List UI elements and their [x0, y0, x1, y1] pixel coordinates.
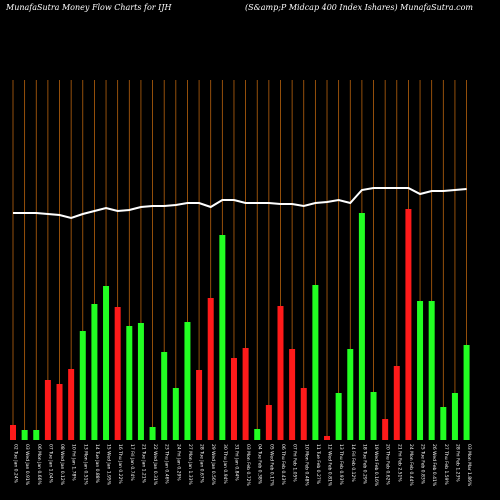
bar [254, 429, 261, 440]
bar [44, 380, 51, 440]
x-tick-label: 28 Tue Jan 0.67% [199, 444, 205, 484]
x-tick-label: 30 Thu Jan 0.94% [222, 444, 228, 484]
bar [335, 393, 342, 440]
x-tick-label: 07 Fri Feb 1.05% [292, 444, 298, 482]
x-tick-label: 27 Mon Jan 1.33% [187, 444, 193, 485]
bar [242, 348, 249, 440]
x-tick-label: 31 Fri Jan 0.84% [233, 444, 239, 481]
bar [10, 425, 16, 440]
x-tick-label: 14 Tue Jan 0.88% [94, 444, 100, 484]
bar [172, 388, 179, 440]
x-tick-label: 12 Wed Feb 0.81% [327, 444, 333, 487]
x-tick-label: 10 Fri Jan 1.78% [71, 444, 77, 481]
bar [347, 349, 354, 440]
bar [184, 322, 191, 440]
bar [126, 326, 133, 440]
bar [370, 392, 377, 440]
bar [149, 427, 156, 440]
x-tick-label: 24 Mon Feb 0.44% [408, 444, 414, 486]
bar [230, 358, 237, 440]
x-tick-label: 03 Mon Feb 0.72% [245, 444, 251, 486]
chart-title: MunafaSutra Money Flow Charts for IJH [5, 3, 172, 12]
x-tick-label: 20 Thu Feb 0.62% [385, 444, 391, 485]
bar [33, 430, 40, 440]
bar [161, 352, 168, 440]
bar [56, 384, 63, 440]
money-flow-line [13, 187, 467, 220]
x-tick-label: 24 Fri Jan 0.29% [175, 444, 181, 481]
bar [463, 345, 470, 440]
x-tick-label: 04 Tue Feb 0.38% [257, 444, 263, 485]
x-tick-label: 13 Thu Feb 0.93% [338, 444, 344, 485]
x-tick-label: 08 Wed Jan 0.12% [59, 444, 65, 486]
x-tick-label: 05 Wed Feb 0.17% [268, 444, 274, 487]
bar [382, 419, 389, 440]
x-tick-label: 14 Fri Feb 0.12% [350, 444, 356, 482]
bar [265, 405, 272, 440]
bar [300, 388, 307, 440]
bar [417, 301, 424, 440]
bar [312, 285, 319, 440]
x-tick-label: 03 Mon Mar 1.86% [466, 444, 472, 487]
bar [219, 235, 226, 440]
bar [68, 369, 75, 440]
bar [451, 393, 458, 440]
x-tick-label: 19 Wed Feb 0.16% [373, 444, 379, 487]
bar [289, 349, 296, 440]
x-tick-label: 28 Fri Feb 1.23% [454, 444, 460, 482]
x-tick-label: 27 Thu Feb 1.59% [443, 444, 449, 485]
chart-subtitle: (S&amp;P Midcap 400 Index Ishares) Munaf… [245, 3, 473, 12]
x-tick-label: 29 Wed Jan 0.56% [210, 444, 216, 486]
x-tick-label: 02 Tue Jan 0.24% [13, 444, 19, 484]
x-tick-label: 06 Mon Jan 0.66% [36, 444, 42, 485]
x-tick-label: 16 Thu Jan 0.22% [117, 444, 123, 484]
x-tick-label: 10 Mon Feb 0.48% [303, 444, 309, 486]
bar [405, 209, 412, 440]
bar [196, 370, 203, 440]
bar [21, 430, 28, 440]
bar [137, 323, 144, 440]
x-tick-label: 13 Mon Jan 0.51% [82, 444, 88, 485]
bar [277, 306, 284, 440]
bar [79, 331, 86, 440]
bar [324, 436, 331, 440]
bar [428, 301, 435, 440]
x-tick-label: 11 Tue Feb 0.27% [315, 444, 321, 485]
bar [440, 407, 447, 440]
x-tick-label: 06 Thu Feb 0.43% [280, 444, 286, 485]
x-tick-label: 03 Wed Jan 0.91% [24, 444, 30, 486]
x-tick-label: 17 Fri Jan 0.74% [129, 444, 135, 481]
x-tick-label: 26 Wed Feb 0.41% [431, 444, 437, 487]
x-tick-label: 25 Tue Feb 0.83% [420, 444, 426, 485]
bar [358, 213, 365, 440]
x-tick-label: 22 Wed Jan 0.31% [152, 444, 158, 486]
bar [91, 304, 98, 440]
x-tick-label: 15 Wed Jan 1.95% [106, 444, 112, 486]
x-tick-label: 07 Tue Jan 1.04% [47, 444, 53, 484]
bar [103, 286, 110, 440]
x-tick-label: 21 Tue Jan 1.21% [140, 444, 146, 484]
bar [393, 366, 400, 440]
x-tick-label: 23 Thu Jan 0.46% [164, 444, 170, 484]
bar [114, 307, 121, 440]
bar [207, 298, 214, 440]
x-tick-label: 18 Tue Feb 0.29% [361, 444, 367, 485]
x-tick-label: 21 Fri Feb 2.51% [396, 444, 402, 482]
